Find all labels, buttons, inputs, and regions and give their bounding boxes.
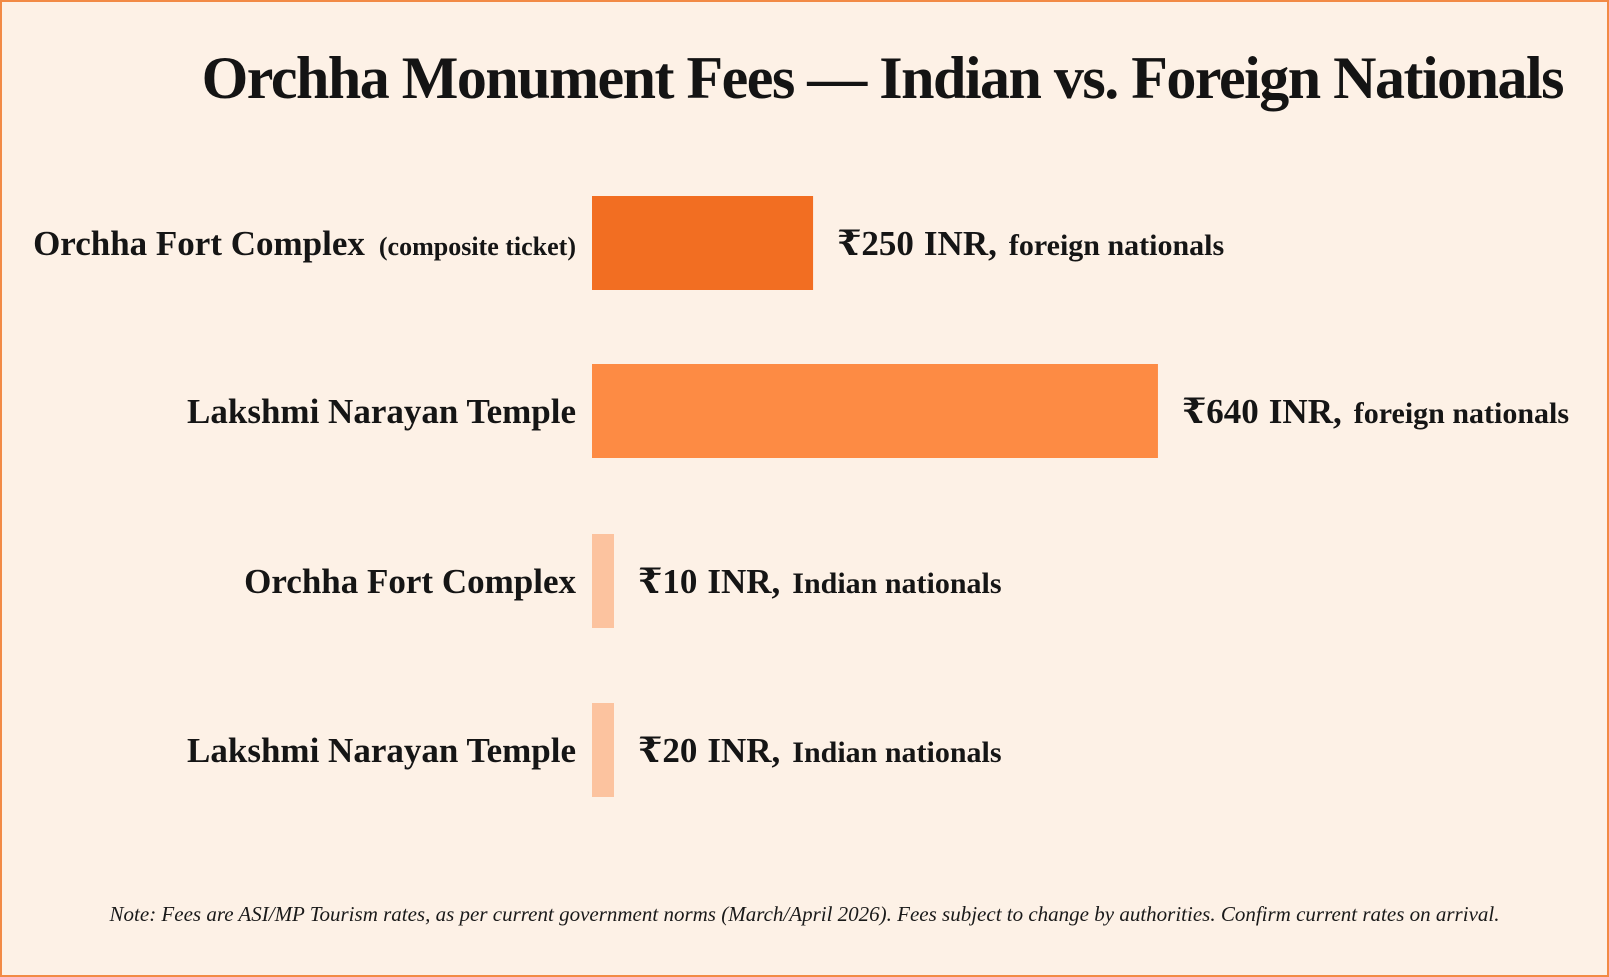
category-label-0: Orchha Fort Complex (composite ticket)	[33, 224, 576, 263]
bar-chart: Orchha Fort Complex (composite ticket) ₹25…	[33, 196, 1569, 797]
value-label-1: ₹640 INR, foreign nationals	[1182, 392, 1569, 431]
category-label-2: Orchha Fort Complex	[244, 562, 576, 601]
bar-2	[592, 534, 614, 628]
value-label-0: ₹250 INR, foreign nationals	[837, 224, 1224, 263]
bar-0	[592, 196, 814, 290]
chart-title: Orchha Monument Fees — Indian vs. Foreig…	[201, 45, 1565, 111]
category-label-3: Lakshmi Narayan Temple	[187, 731, 576, 770]
value-label-2: ₹10 INR, Indian nationals	[638, 562, 1002, 601]
bar-3	[592, 703, 614, 797]
bar-1	[592, 364, 1158, 458]
footnote: Note: Fees are ASI/MP Tourism rates, as …	[109, 902, 1500, 926]
value-label-3: ₹20 INR, Indian nationals	[638, 731, 1002, 770]
category-label-1: Lakshmi Narayan Temple	[187, 392, 576, 431]
